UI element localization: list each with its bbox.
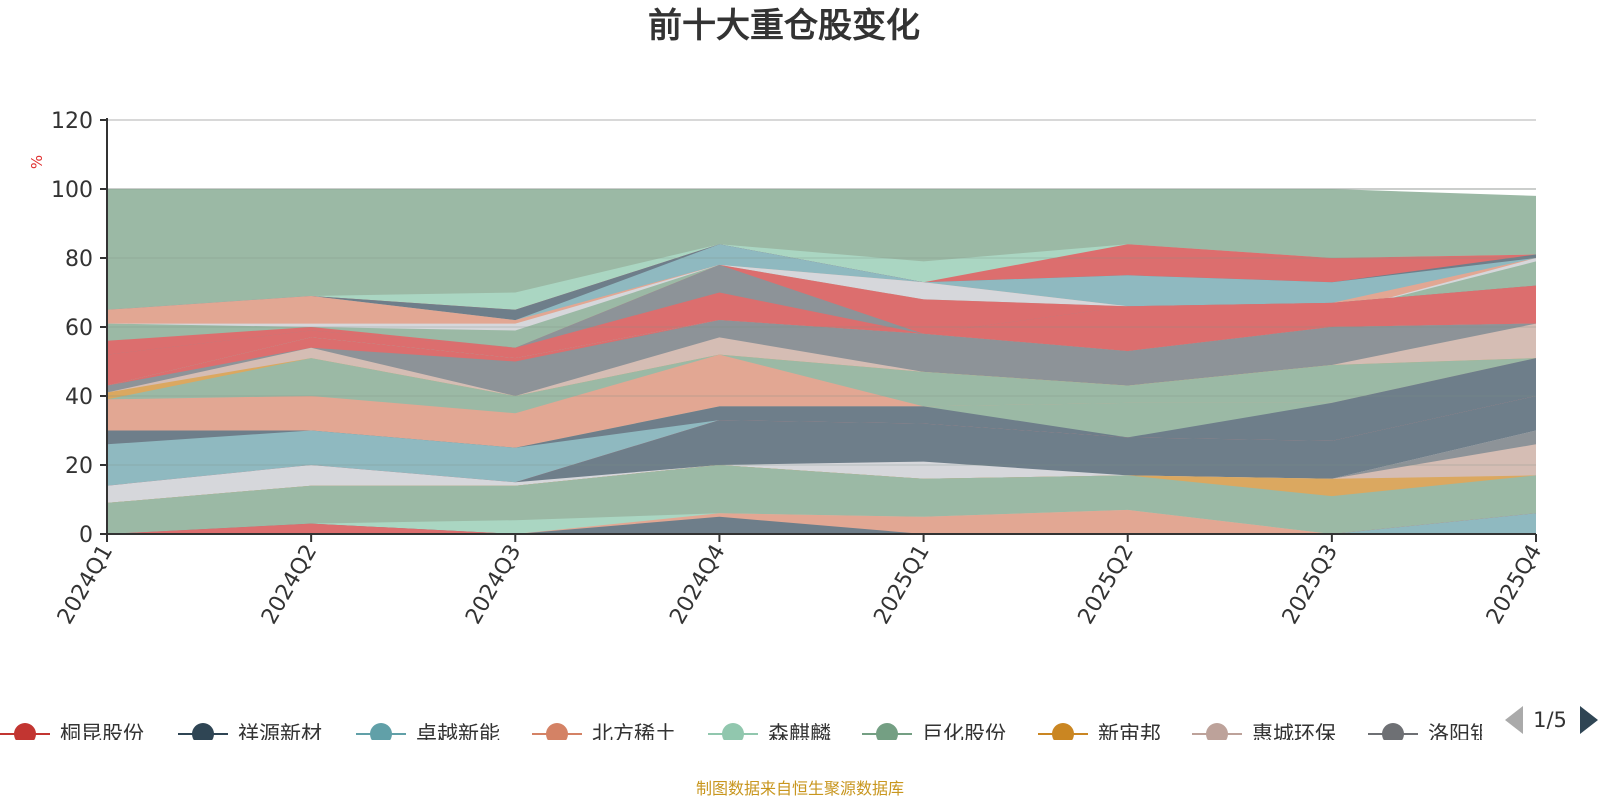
legend-item[interactable]: 北方稀土	[532, 722, 676, 746]
legend-dot-icon	[1206, 723, 1228, 740]
legend-item[interactable]: 巨化股份	[862, 722, 1006, 746]
legend-dot-icon	[192, 723, 214, 740]
legend-items: 桐昆股份 祥源新材 卓越新能 北方稀土 森麒麟 巨化股份 新宙邦 惠城环保 洛阳钼业	[0, 722, 1512, 746]
y-tick-label: 60	[65, 316, 93, 341]
x-axis-ticks: 2024Q1 2024Q2 2024Q3 2024Q4 2025Q1 2025Q2 2025…	[53, 534, 1547, 629]
legend-dot-icon	[546, 723, 568, 740]
legend-dot-icon	[876, 723, 898, 740]
y-tick-label: 20	[65, 454, 93, 479]
legend-item[interactable]: 祥源新材	[178, 722, 322, 746]
legend-label: 惠城环保	[1252, 722, 1336, 746]
x-tick-label: 2025Q1	[869, 541, 934, 629]
legend-dot-icon	[14, 723, 36, 740]
legend-dot-icon	[1052, 723, 1074, 740]
legend-dot-icon	[722, 723, 744, 740]
data-source-note: 制图数据来自恒生聚源数据库	[696, 779, 904, 798]
legend-item[interactable]: 桐昆股份	[0, 722, 144, 746]
legend-prev-page-icon[interactable]	[1505, 706, 1523, 734]
legend-label: 祥源新材	[238, 722, 322, 746]
y-axis-ticks: 0 20 40 60 80 100 120	[51, 109, 107, 548]
y-tick-label: 0	[79, 523, 93, 548]
legend-label: 巨化股份	[922, 722, 1006, 746]
legend: 桐昆股份 祥源新材 卓越新能 北方稀土 森麒麟 巨化股份 新宙邦 惠城环保 洛阳钼业	[0, 722, 1512, 746]
legend-item[interactable]: 洛阳钼业	[1368, 722, 1512, 746]
stacked-areas	[107, 188, 1536, 534]
legend-item[interactable]: 卓越新能	[356, 722, 500, 746]
legend-label: 桐昆股份	[60, 722, 144, 746]
x-tick-label: 2025Q2	[1074, 541, 1139, 629]
y-axis-unit-label: %	[28, 155, 46, 169]
area-band-33	[107, 513, 1536, 534]
area-band-30	[107, 509, 1536, 534]
legend-label: 北方稀土	[592, 722, 676, 746]
legend-item[interactable]: 惠城环保	[1192, 722, 1336, 746]
chart-title: 前十大重仓股变化	[648, 6, 920, 46]
x-tick-label: 2024Q4	[665, 541, 730, 629]
legend-label: 森麒麟	[768, 722, 831, 746]
y-tick-label: 100	[51, 178, 93, 203]
legend-label: 新宙邦	[1098, 722, 1161, 746]
legend-page-indicator: 1/5	[1533, 708, 1567, 732]
x-tick-label: 2025Q4	[1482, 541, 1547, 629]
legend-label: 卓越新能	[416, 722, 500, 746]
legend-item[interactable]: 森麒麟	[708, 722, 831, 746]
x-tick-label: 2025Q3	[1278, 541, 1343, 629]
x-tick-label: 2024Q2	[257, 541, 322, 629]
legend-label: 洛阳钼业	[1428, 722, 1512, 746]
legend-next-page-icon[interactable]	[1580, 706, 1598, 734]
y-tick-label: 120	[51, 109, 93, 134]
legend-dot-icon	[1382, 723, 1404, 740]
legend-dot-icon	[370, 723, 392, 740]
y-tick-label: 80	[65, 247, 93, 272]
x-tick-label: 2024Q1	[53, 541, 118, 629]
legend-pager: 1/5	[1505, 706, 1598, 734]
y-tick-label: 40	[65, 385, 93, 410]
legend-item[interactable]: 新宙邦	[1038, 722, 1161, 746]
x-tick-label: 2024Q3	[461, 541, 526, 629]
